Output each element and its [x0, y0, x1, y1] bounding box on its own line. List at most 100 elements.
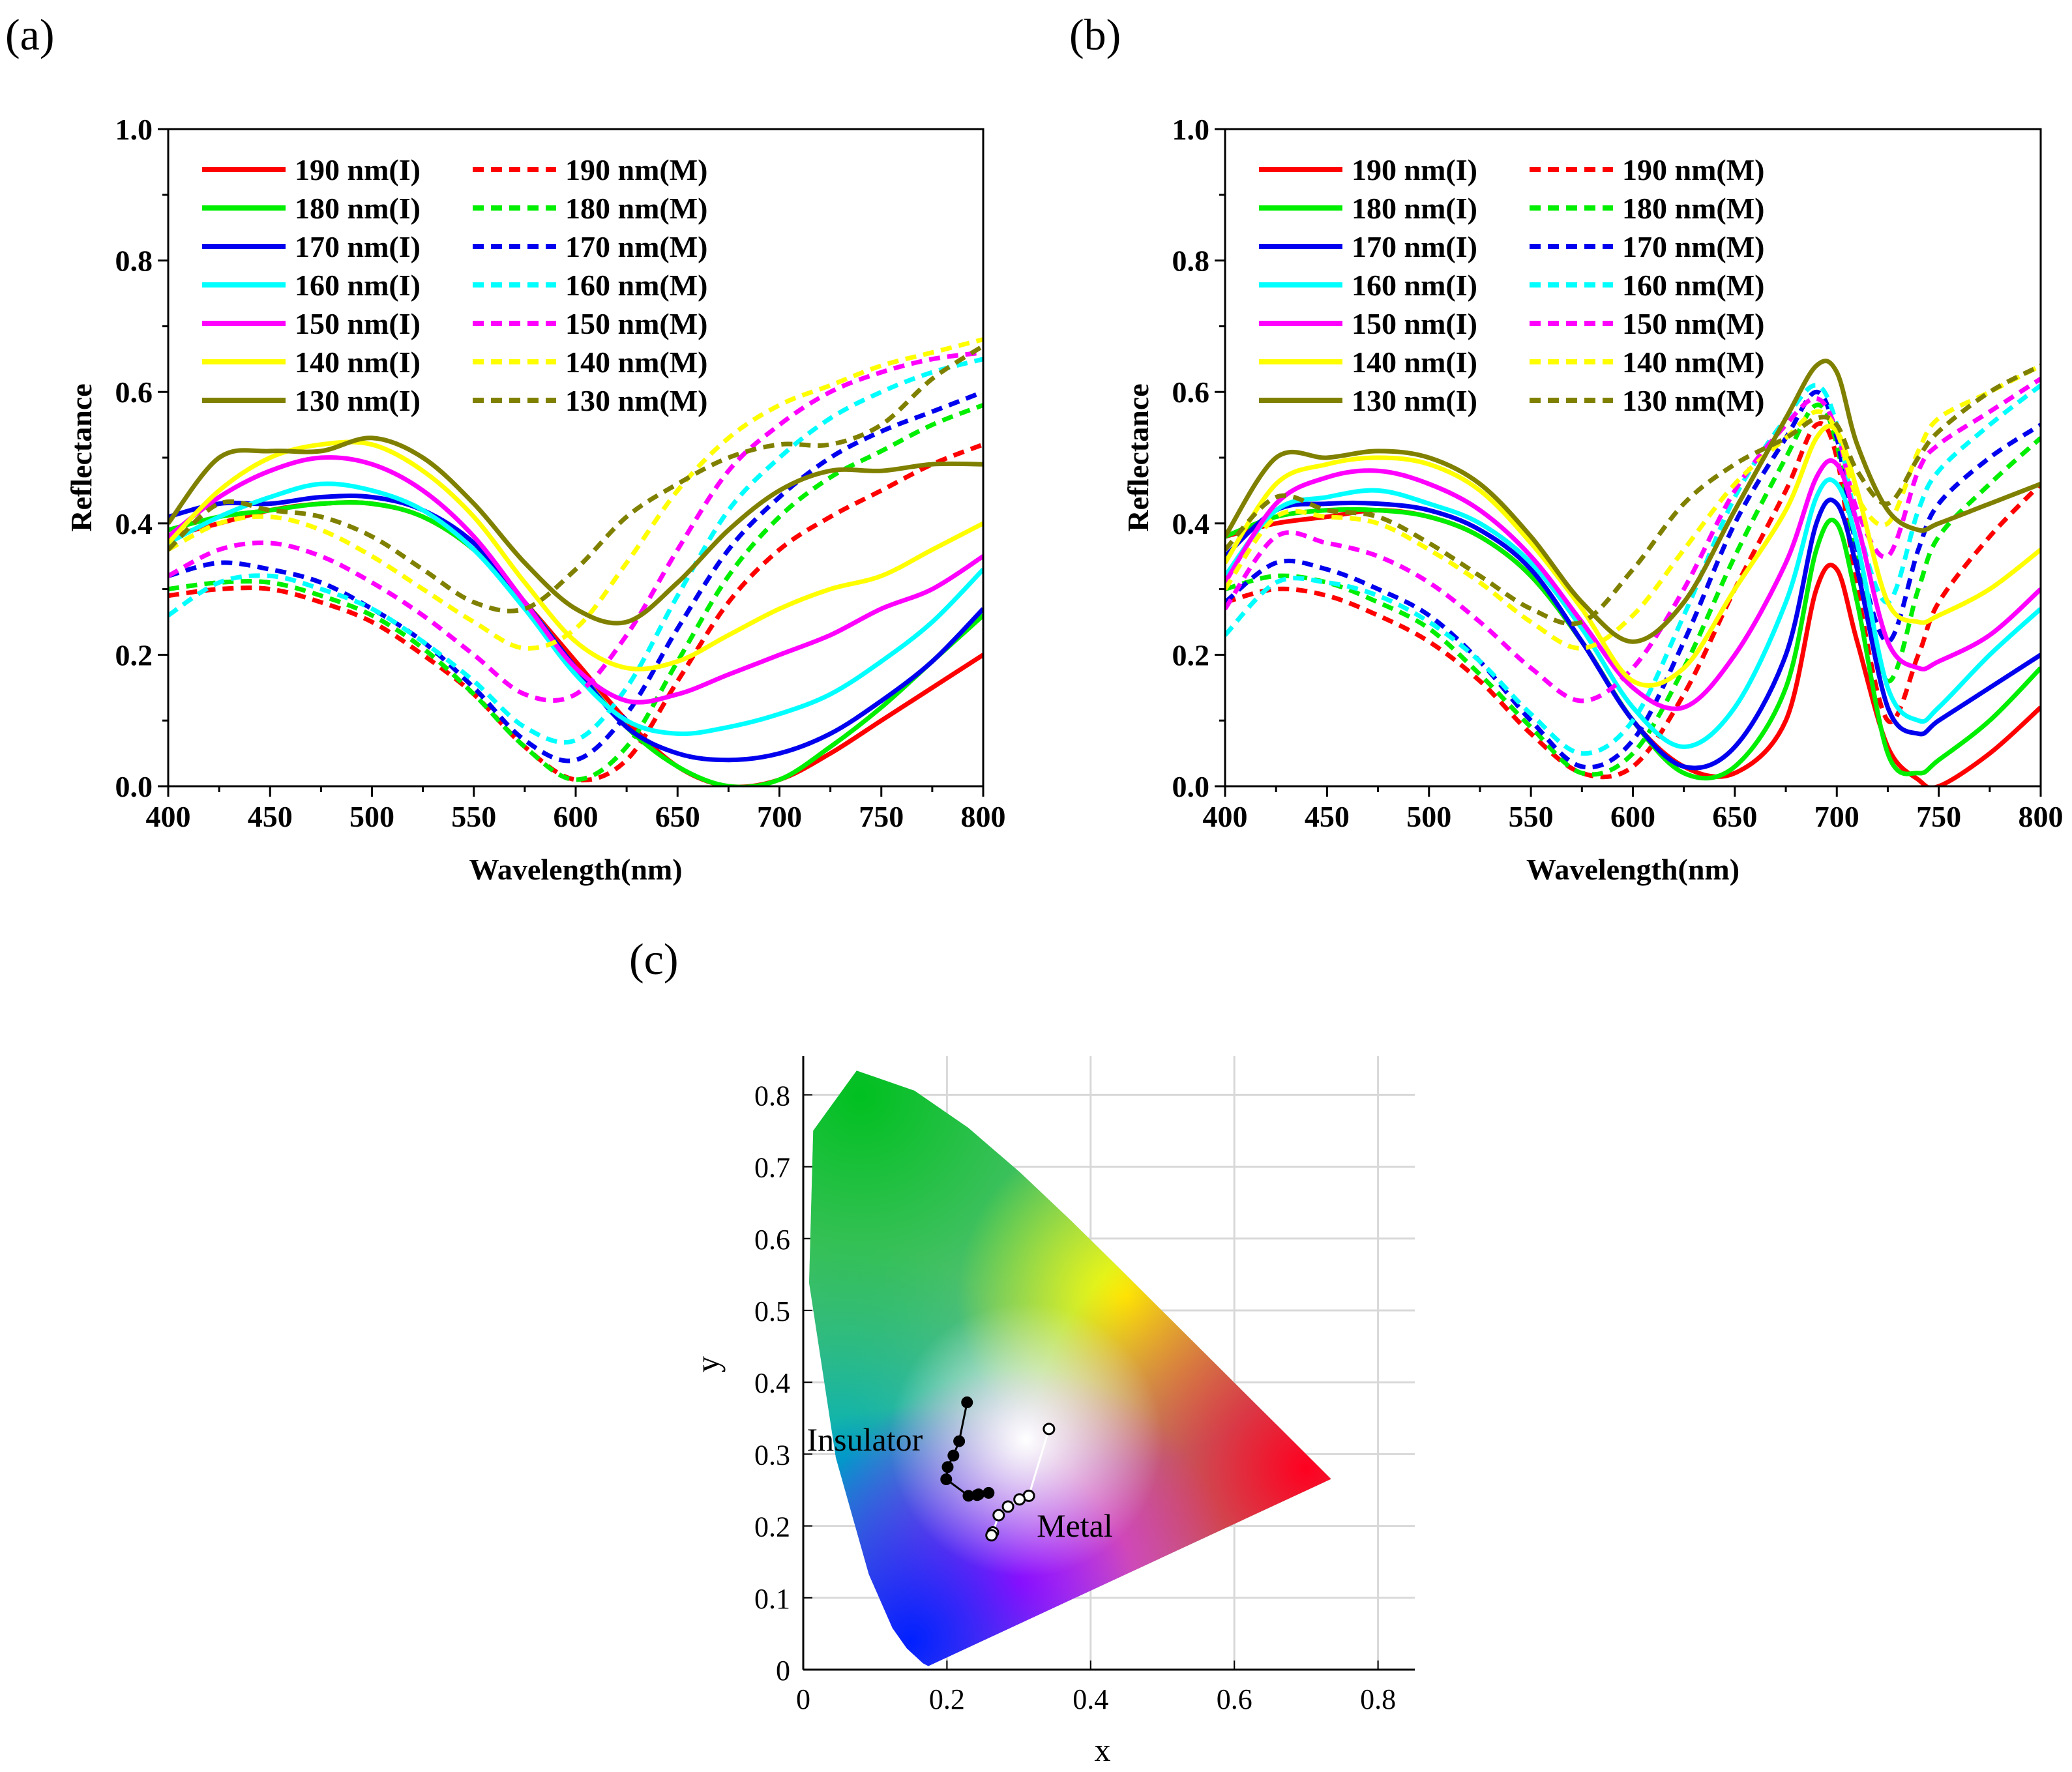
b-x-tick-label-2: 500 [1406, 800, 1451, 833]
panel-b-label: (b) [1069, 10, 1121, 59]
c-x-tick-label-2: 0.4 [1073, 1683, 1108, 1715]
c-point-0-7 [983, 1486, 995, 1499]
c-x-tick-label-1: 0.2 [929, 1683, 965, 1715]
c-point-1-6 [985, 1529, 998, 1542]
c-point-0-3 [941, 1461, 954, 1473]
b-x-tick-label-7: 750 [1916, 800, 1961, 833]
a-series-line-6 [168, 481, 983, 737]
a-series-line-9 [168, 350, 983, 703]
b-x-tick-label-5: 650 [1712, 800, 1757, 833]
a-x-tick-label-3: 550 [451, 800, 496, 833]
c-gamut [809, 1071, 1331, 1666]
c-point-1-2 [1013, 1493, 1026, 1506]
c-x-tick-label-0: 0 [796, 1683, 810, 1715]
c-point-0-4 [940, 1473, 953, 1485]
chart-c: 0 0.2 0.4 0.6 0.8 0 0.1 0.2 0.3 0.4 0.5 0.6 0.7 0.8 In… [689, 1056, 1415, 1768]
c-annotation-metal: Metal [1037, 1507, 1113, 1544]
a-series [168, 337, 983, 786]
a-x-tick-label-8: 800 [961, 800, 1006, 833]
c-y-tick-label-7: 0.7 [754, 1152, 790, 1184]
b-series-line-7 [1225, 383, 2041, 756]
c-x-tick-label-3: 0.6 [1217, 1683, 1252, 1715]
b-legend-label-11: 140 nm(M) [1622, 346, 1764, 379]
b-y-axis-label: Reflectance [1121, 383, 1155, 531]
a-x-tick-label-4: 600 [554, 800, 599, 833]
a-y-tick-label-3: 0.6 [115, 376, 153, 409]
c-y-tick-label-6: 0.6 [754, 1224, 790, 1256]
a-x-tick-label-1: 450 [248, 800, 293, 833]
a-legend-label-5: 170 nm(M) [565, 230, 707, 263]
c-y-tick-label-1: 0.1 [754, 1583, 790, 1615]
b-y-tick-label-4: 0.8 [1172, 244, 1210, 278]
a-series-line-1 [168, 442, 983, 783]
b-y-tick-label-3: 0.6 [1172, 376, 1210, 409]
c-x-tick-label-4: 0.8 [1360, 1683, 1396, 1715]
b-series-line-8 [1225, 458, 2041, 711]
b-legend-label-3: 180 nm(M) [1622, 192, 1764, 225]
c-point-0-2 [947, 1449, 960, 1462]
chart-b: 400 450 500 550 600 650 700 750 800 0.0 0.2 0.4 0.6 0… [1121, 113, 2064, 886]
c-y-tick-label-3: 0.3 [754, 1439, 790, 1471]
b-series-line-10 [1225, 424, 2041, 688]
a-legend-label-7: 160 nm(M) [565, 269, 707, 302]
b-series-line-2 [1225, 507, 2041, 781]
b-legend-label-10: 140 nm(I) [1352, 346, 1477, 379]
b-x-tick-label-0: 400 [1203, 800, 1248, 833]
a-y-tick-label-0: 0.0 [115, 770, 153, 803]
b-x-tick-label-6: 700 [1814, 800, 1859, 833]
c-point-1-0 [1043, 1423, 1056, 1436]
b-legend-label-1: 190 nm(M) [1622, 153, 1764, 186]
a-legend-label-13: 130 nm(M) [565, 384, 707, 417]
a-series-line-3 [168, 403, 983, 782]
a-x-tick-label-5: 650 [655, 800, 700, 833]
b-legend-label-2: 180 nm(I) [1352, 192, 1477, 225]
a-legend-label-6: 160 nm(I) [295, 269, 421, 302]
b-series-line-12 [1225, 359, 2041, 644]
a-y-tick-label-5: 1.0 [115, 113, 153, 146]
b-series-line-9 [1225, 377, 2041, 703]
c-point-0-8 [972, 1488, 984, 1501]
b-series-line-13 [1225, 363, 2041, 627]
b-series [1225, 359, 2041, 786]
b-legend-label-4: 170 nm(I) [1352, 230, 1477, 263]
c-x-axis-label: x [1095, 1732, 1111, 1768]
a-x-tick-label-0: 400 [146, 800, 191, 833]
a-y-tick-label-1: 0.2 [115, 638, 153, 672]
b-legend-label-13: 130 nm(M) [1622, 384, 1764, 417]
b-x-tick-label-8: 800 [2019, 800, 2064, 833]
a-y-tick-label-4: 0.8 [115, 244, 153, 278]
a-y-tick-label-2: 0.4 [115, 507, 153, 540]
a-x-axis-label: Wavelength(nm) [469, 853, 682, 886]
b-legend-label-5: 170 nm(M) [1622, 230, 1764, 263]
panel-c-label: (c) [629, 934, 679, 984]
a-series-line-8 [168, 455, 983, 705]
b-x-tick-label-3: 550 [1509, 800, 1554, 833]
a-legend-label-12: 130 nm(I) [295, 384, 421, 417]
b-legend-label-9: 150 nm(M) [1622, 307, 1764, 340]
panel-a-label: (a) [5, 10, 55, 59]
a-series-line-11 [168, 337, 983, 651]
b-x-tick-label-4: 600 [1610, 800, 1655, 833]
c-gamut-shade-gWhite [809, 1071, 1331, 1666]
c-y-tick-label-2: 0.2 [754, 1511, 790, 1543]
c-y-tick-label-8: 0.8 [754, 1080, 790, 1112]
a-legend-label-3: 180 nm(M) [565, 192, 707, 225]
b-legend-label-12: 130 nm(I) [1352, 384, 1477, 417]
c-annotation-insulator: Insulator [807, 1421, 923, 1458]
b-y-tick-label-2: 0.4 [1172, 507, 1210, 540]
a-legend-label-4: 170 nm(I) [295, 230, 421, 263]
b-x-tick-label-1: 450 [1305, 800, 1350, 833]
a-y-axis-label: Reflectance [65, 383, 98, 531]
b-series-line-3 [1225, 402, 2041, 777]
b-legend-label-6: 160 nm(I) [1352, 269, 1477, 302]
c-point-1-4 [992, 1509, 1005, 1522]
b-y-tick-label-1: 0.2 [1172, 638, 1210, 672]
a-legend-label-9: 150 nm(M) [565, 307, 707, 340]
b-y-tick-label-0: 0.0 [1172, 770, 1210, 803]
b-legend-label-8: 150 nm(I) [1352, 307, 1477, 340]
a-series-line-7 [168, 357, 983, 745]
c-point-0-1 [953, 1435, 966, 1447]
a-x-tick-label-2: 500 [349, 800, 394, 833]
b-series-line-4 [1225, 497, 2041, 771]
c-y-tick-label-5: 0.5 [754, 1295, 790, 1327]
